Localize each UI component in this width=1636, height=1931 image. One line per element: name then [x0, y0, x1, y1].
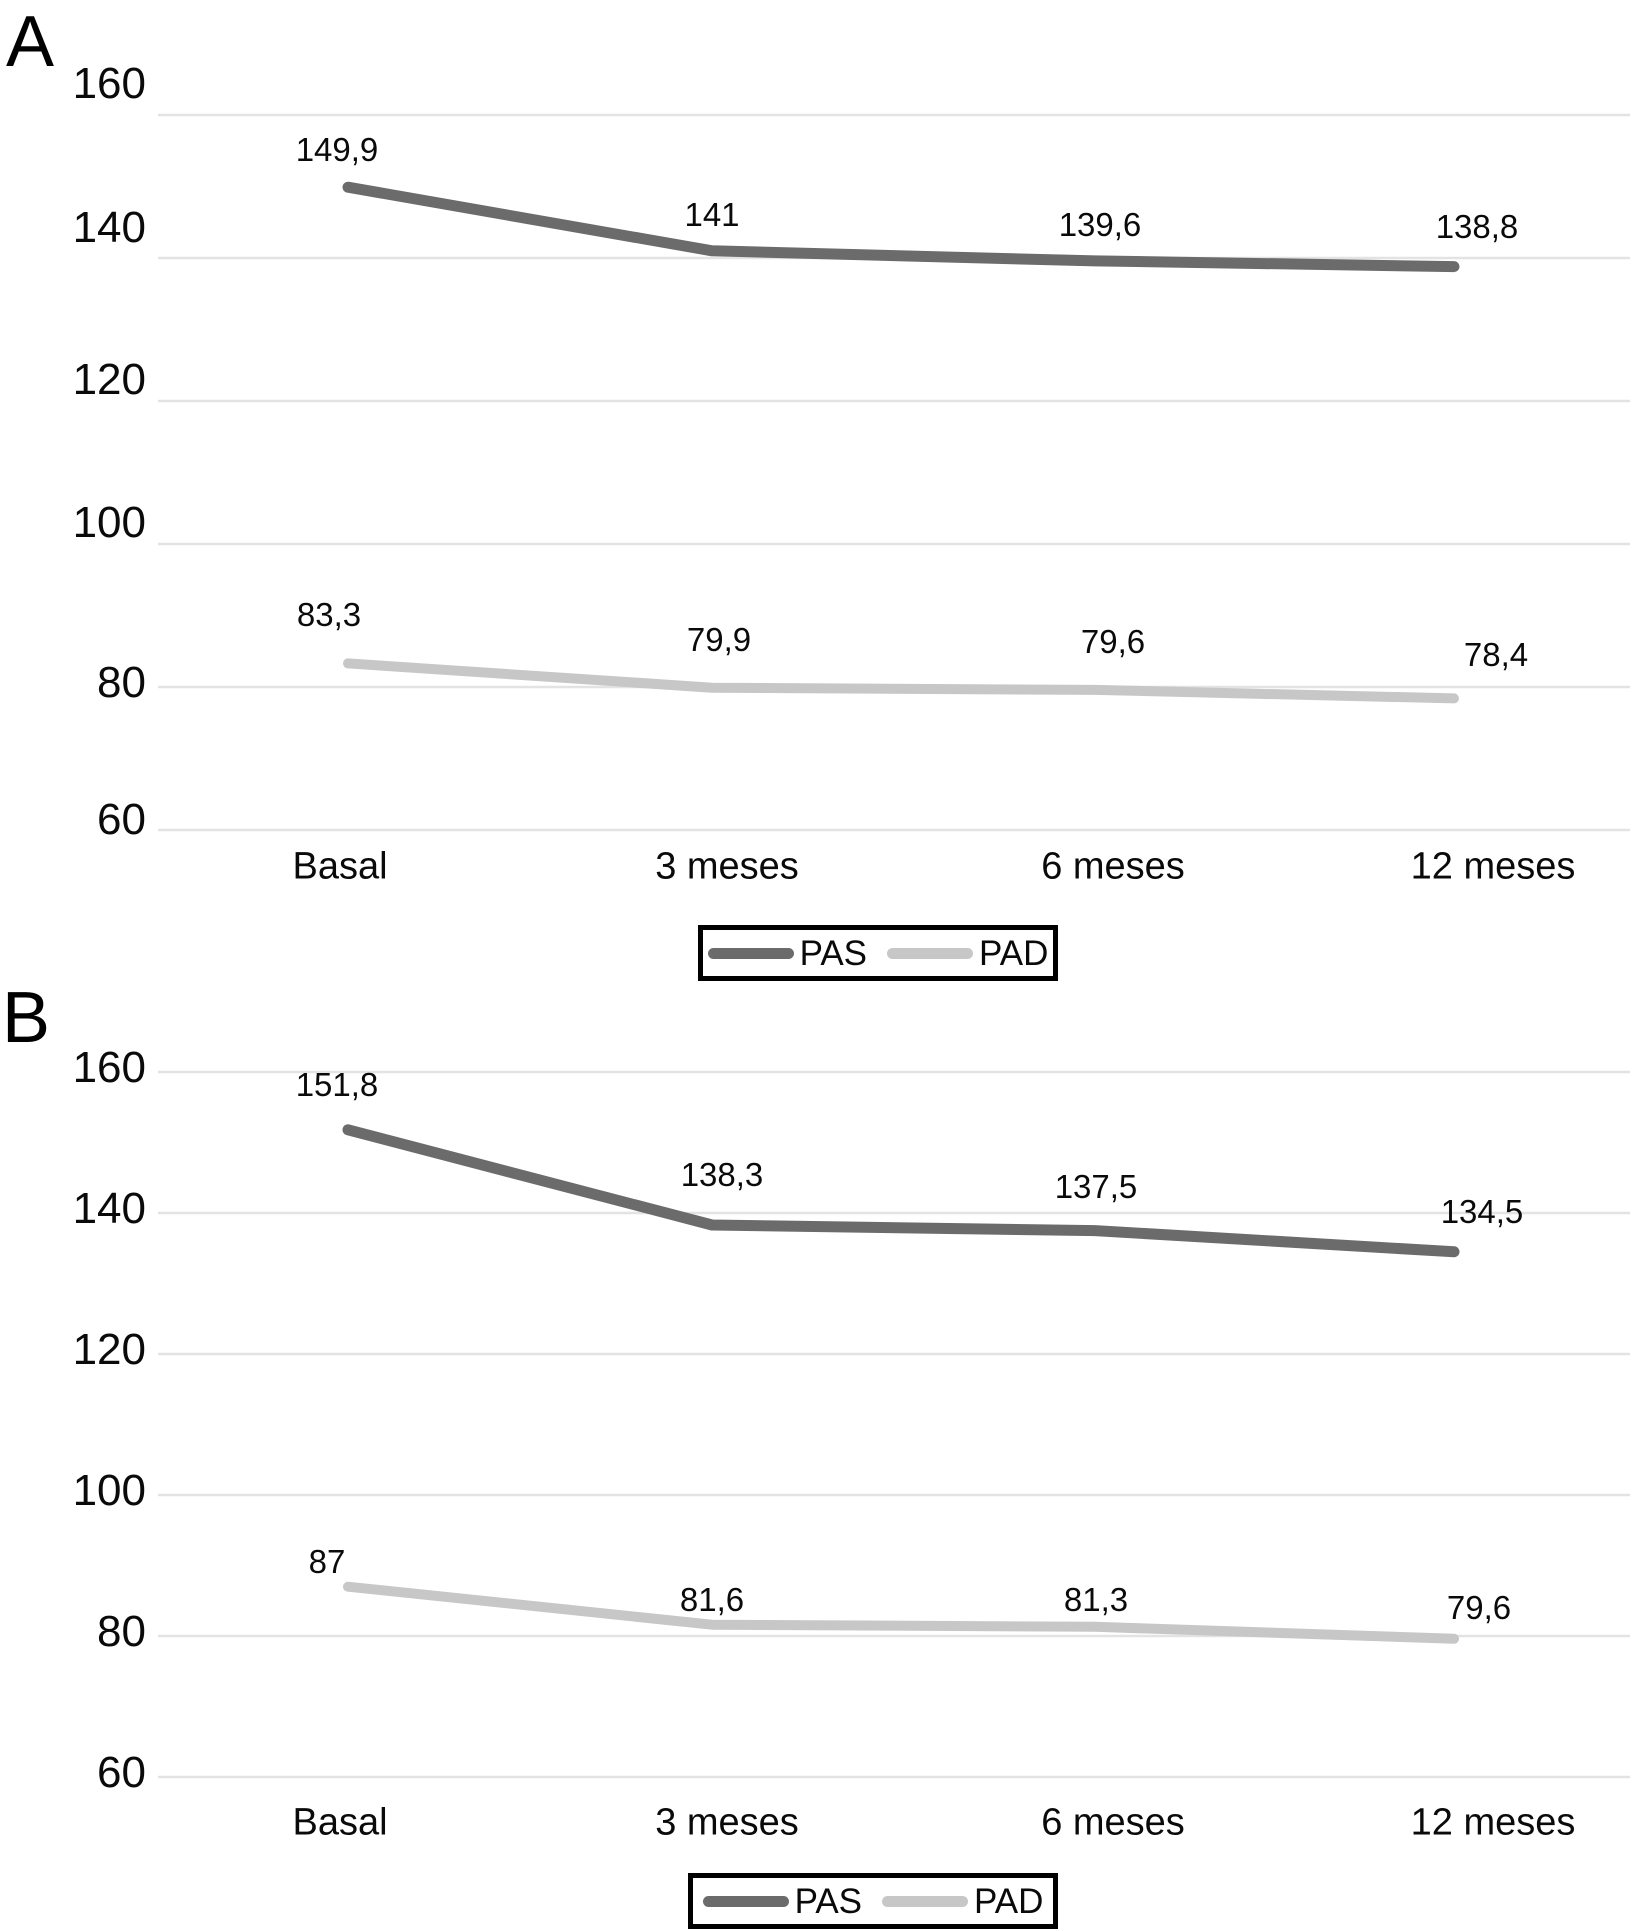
y-tick-100-panel-b: 100 [72, 1466, 146, 1515]
x-label-6-meses-panel-b: 6 meses [1041, 1801, 1185, 1844]
pas-value-label-2-panel-a: 141 [684, 196, 740, 233]
pad-legend-label: PAD [979, 933, 1049, 973]
y-tick-60-panel-a: 60 [97, 795, 146, 844]
pas-value-label-1-panel-a: 149,9 [295, 131, 379, 168]
x-label-3-meses-panel-b: 3 meses [655, 1801, 799, 1844]
y-tick-140-panel-b: 140 [72, 1184, 146, 1233]
pas-legend-label: PAS [794, 1881, 863, 1921]
y-tick-120-panel-b: 120 [72, 1325, 146, 1374]
legend-entry-pas: PAS [702, 1881, 863, 1921]
y-tick-160-panel-a: 160 [72, 59, 146, 108]
legend-entry-pad: PAD [882, 1884, 1043, 1919]
x-label-3-meses-panel-a: 3 meses [655, 845, 799, 888]
y-tick-100-panel-a: 100 [72, 498, 146, 547]
legend-panel-b: PAS PAD [688, 1873, 1058, 1929]
pad-value-label-4-panel-b: 79,6 [1446, 1589, 1512, 1626]
pas-line-swatch [707, 947, 794, 959]
legend-entry-pad: PAD [887, 936, 1048, 971]
pas-value-label-3-panel-a: 139,6 [1058, 206, 1142, 243]
pad-value-label-1-panel-a: 83,3 [296, 596, 362, 633]
legend-entry-pas: PAS [707, 933, 868, 973]
x-label-6-meses-panel-a: 6 meses [1041, 845, 1185, 888]
y-tick-60-panel-b: 60 [97, 1748, 146, 1797]
pad-value-label-3-panel-a: 79,6 [1080, 623, 1146, 660]
pad-line-panel-b [343, 1581, 1459, 1644]
pad-value-label-3-panel-b: 81,3 [1063, 1581, 1129, 1618]
pad-line-swatch [882, 1895, 969, 1907]
y-tick-80-panel-a: 80 [97, 658, 146, 707]
pad-line-swatch [887, 947, 974, 959]
pas-value-label-2-panel-b: 138,3 [680, 1156, 764, 1193]
y-tick-140-panel-a: 140 [72, 203, 146, 252]
pad-value-label-2-panel-b: 81,6 [679, 1581, 745, 1618]
y-tick-80-panel-b: 80 [97, 1607, 146, 1656]
pas-value-label-3-panel-b: 137,5 [1054, 1168, 1138, 1205]
pas-value-label-4-panel-a: 138,8 [1435, 208, 1519, 245]
x-label-12-meses-panel-a: 12 meses [1410, 845, 1576, 888]
pad-line-panel-a [343, 658, 1459, 704]
pad-value-label-2-panel-a: 79,9 [686, 621, 752, 658]
pas-value-label-1-panel-b: 151,8 [295, 1066, 379, 1103]
panel-a-letter: A [6, 2, 55, 82]
pas-value-label-4-panel-b: 134,5 [1440, 1193, 1524, 1230]
panel-b-letter: B [2, 978, 51, 1058]
pad-legend-label: PAD [974, 1881, 1044, 1921]
pas-line-panel-a [342, 181, 1460, 273]
series-lines-layer [342, 181, 1460, 1644]
y-tick-120-panel-a: 120 [72, 355, 146, 404]
legend-panel-a: PAS PAD [698, 925, 1058, 981]
x-label-basal-panel-b: Basal [292, 1801, 388, 1844]
pas-line-swatch [702, 1895, 789, 1907]
pad-value-label-1-panel-b: 87 [308, 1543, 346, 1580]
x-label-12-meses-panel-b: 12 meses [1410, 1801, 1576, 1844]
y-tick-160-panel-b: 160 [72, 1043, 146, 1092]
pas-legend-label: PAS [799, 933, 868, 973]
pad-value-label-4-panel-a: 78,4 [1463, 636, 1529, 673]
x-label-basal-panel-a: Basal [292, 845, 388, 888]
pas-line-panel-b [342, 1124, 1460, 1258]
